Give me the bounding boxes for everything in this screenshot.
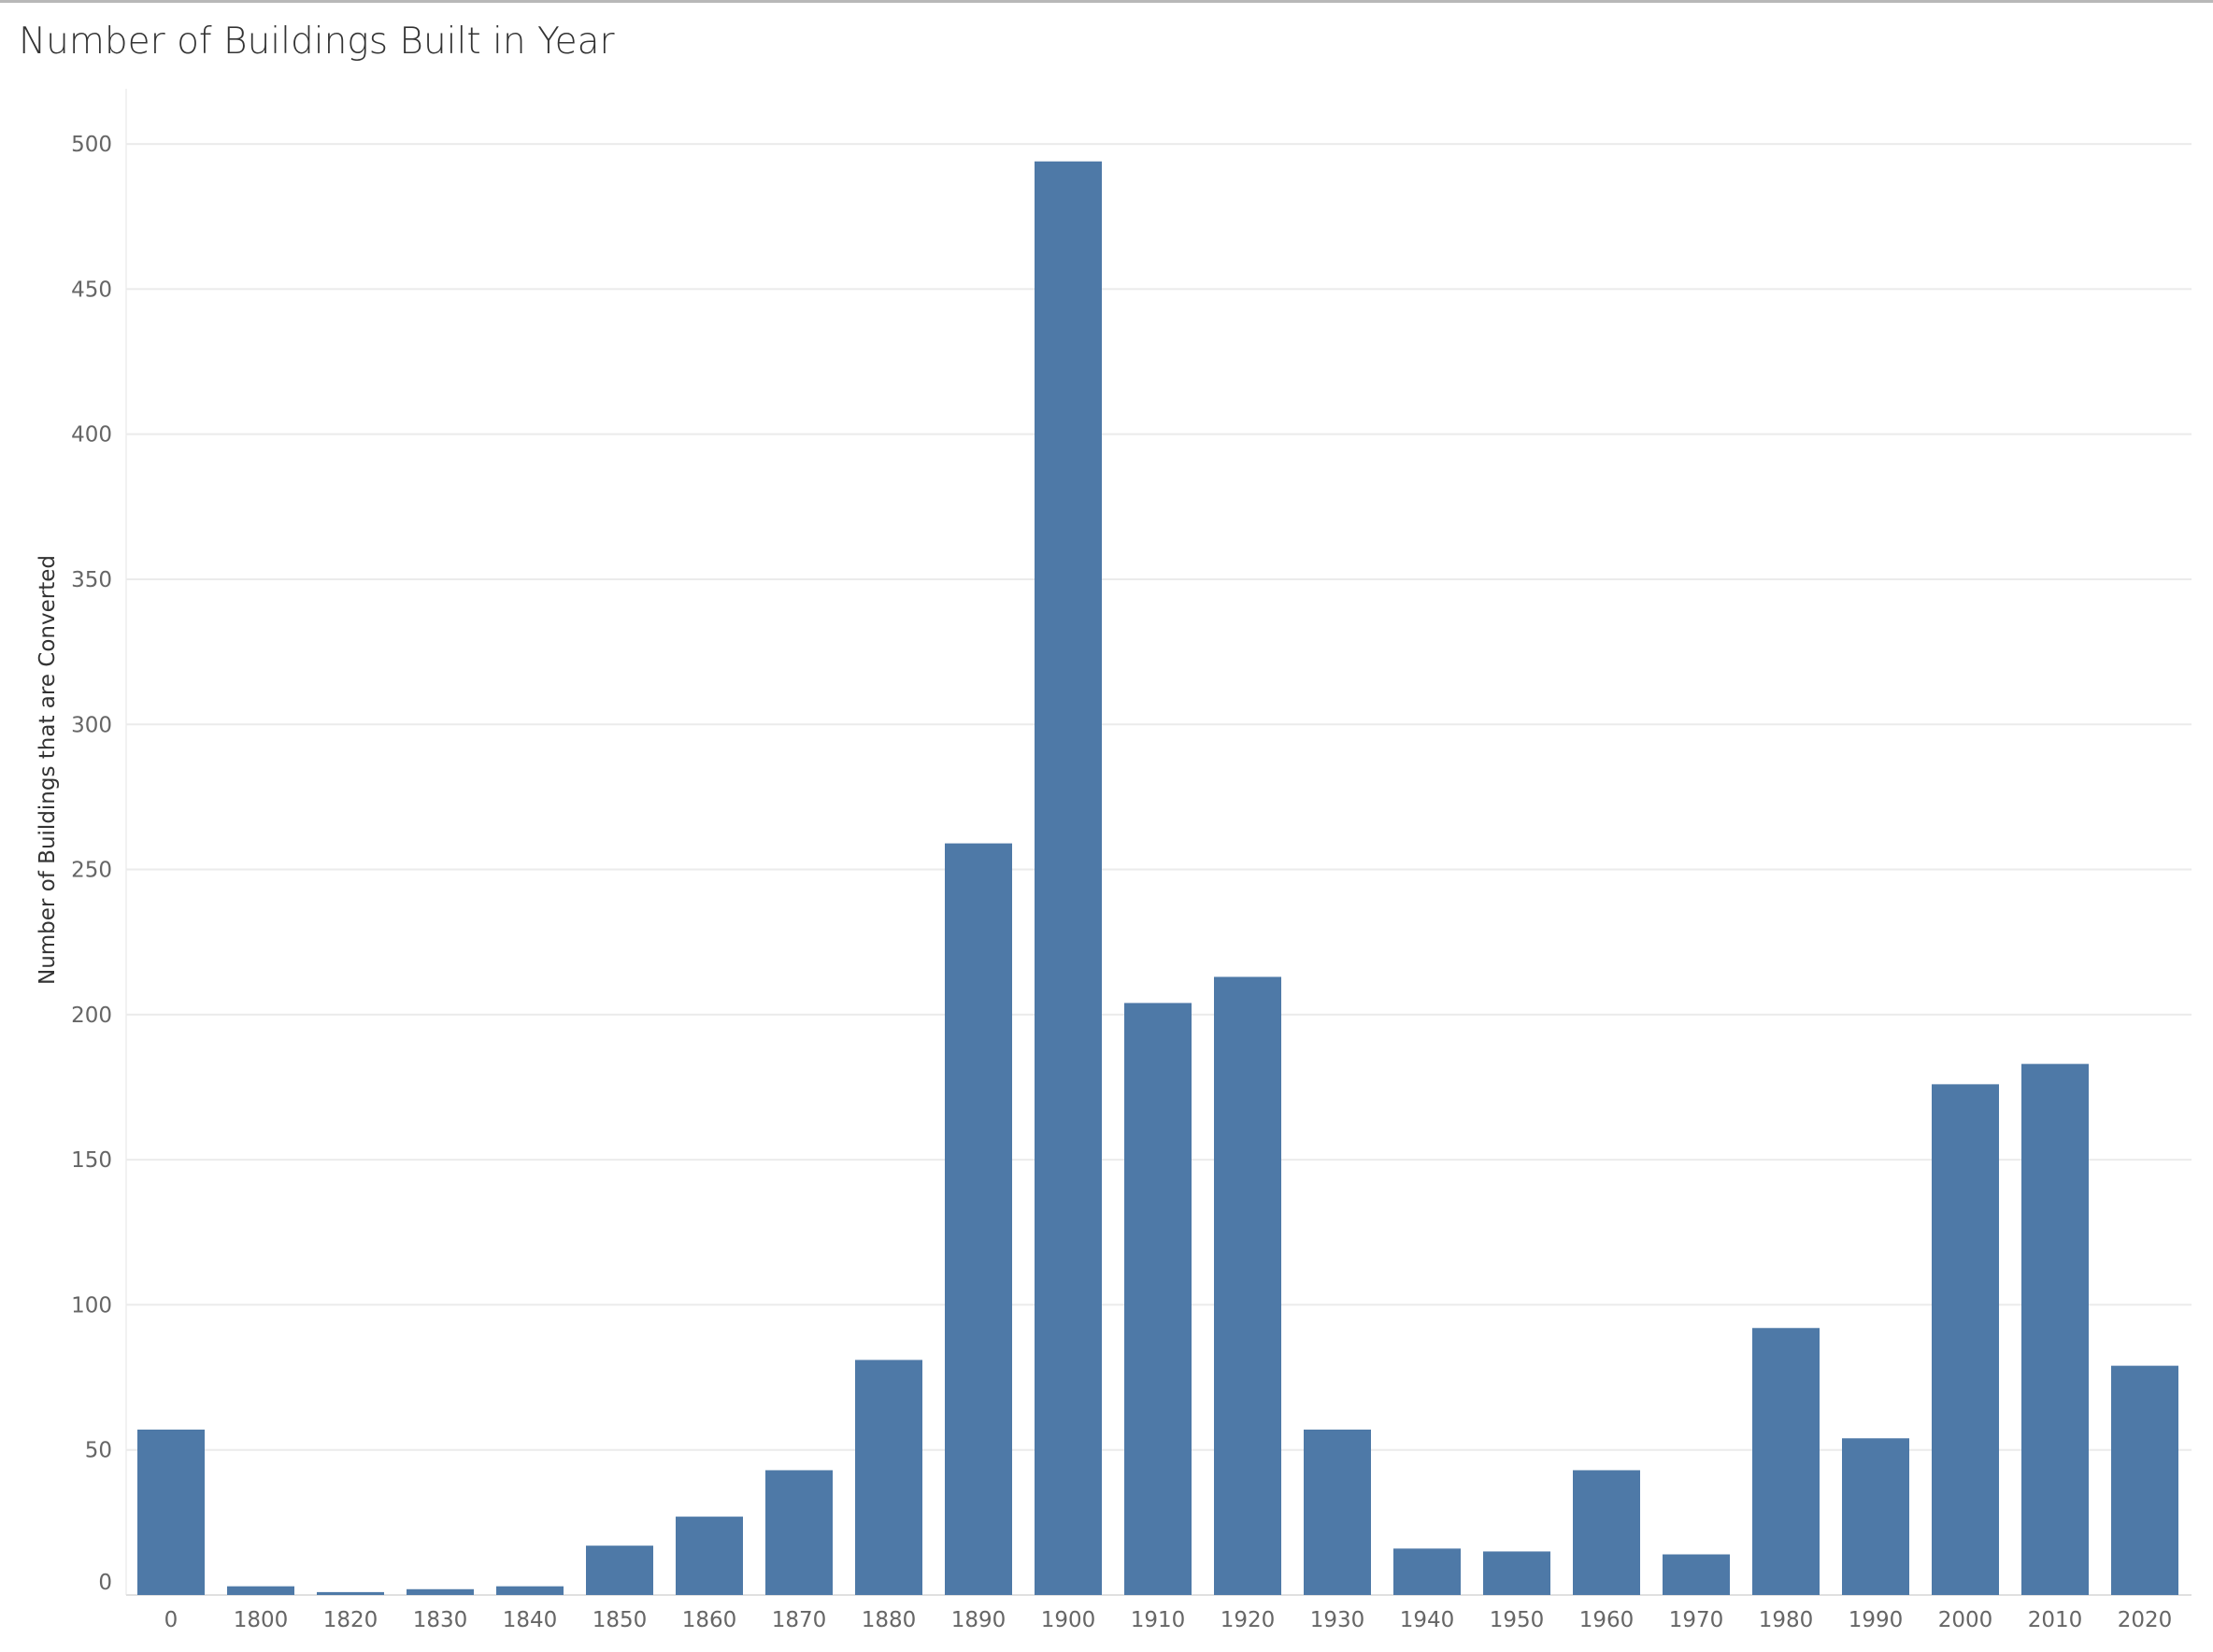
bar-1910	[1124, 1003, 1192, 1595]
bar-1880	[855, 1360, 922, 1595]
x-tick-label: 1890	[951, 1608, 1007, 1632]
x-tick-label: 1980	[1759, 1608, 1814, 1632]
x-tick-label: 1880	[862, 1608, 917, 1632]
y-tick-label: 150	[71, 1148, 112, 1173]
bar-1830	[407, 1588, 474, 1595]
x-tick-label: 1850	[593, 1608, 648, 1632]
x-tick-label: 1830	[413, 1608, 468, 1632]
bar-1890	[945, 843, 1012, 1595]
x-tick-label: 2000	[1938, 1608, 1993, 1632]
x-tick-label: 2020	[2118, 1608, 2173, 1632]
bar-2000	[1932, 1084, 1999, 1595]
bar-1860	[676, 1517, 743, 1595]
y-tick-label: 350	[71, 568, 112, 592]
bar-1870	[765, 1470, 833, 1595]
bar-1920	[1214, 976, 1281, 1595]
y-tick-label: 300	[71, 713, 112, 737]
bars	[137, 161, 2178, 1595]
bar-1850	[586, 1545, 653, 1595]
x-tick-label: 1910	[1131, 1608, 1186, 1632]
x-tick-label: 1820	[323, 1608, 378, 1632]
bar-0	[137, 1429, 205, 1595]
bar-1900	[1035, 161, 1102, 1595]
bar-1820	[317, 1591, 384, 1595]
bar-1800	[227, 1586, 294, 1595]
bar-1990	[1842, 1438, 1909, 1595]
bar-1970	[1663, 1554, 1730, 1595]
y-axis-ticks: 0 50 100 150 200 250 300 350 400 450 500	[71, 133, 112, 1595]
y-tick-label: 200	[71, 1004, 112, 1028]
x-tick-label: 1900	[1041, 1608, 1096, 1632]
y-tick-label: 0	[98, 1571, 112, 1595]
bar-1980	[1752, 1328, 1820, 1595]
x-tick-label: 1840	[503, 1608, 558, 1632]
bar-1940	[1393, 1548, 1461, 1595]
x-tick-label: 1990	[1849, 1608, 1904, 1632]
bar-1960	[1573, 1470, 1640, 1595]
x-tick-label: 1940	[1400, 1608, 1455, 1632]
x-tick-label: 1800	[234, 1608, 289, 1632]
y-tick-label: 50	[85, 1439, 112, 1463]
y-axis-title: Number of Buildings that are Converted	[36, 555, 60, 985]
x-tick-label: 0	[164, 1608, 178, 1632]
x-tick-label: 1960	[1579, 1608, 1635, 1632]
y-tick-label: 100	[71, 1293, 112, 1317]
bar-2010	[2021, 1063, 2089, 1595]
chart-title: Number of Buildings Built in Year	[19, 21, 615, 63]
x-tick-label: 2010	[2028, 1608, 2083, 1632]
y-tick-label: 400	[71, 423, 112, 448]
x-tick-label: 1930	[1310, 1608, 1365, 1632]
bar-1930	[1304, 1429, 1371, 1595]
y-tick-label: 450	[71, 278, 112, 302]
y-tick-label: 500	[71, 133, 112, 157]
bar-1950	[1483, 1551, 1550, 1595]
y-tick-label: 250	[71, 859, 112, 883]
x-tick-label: 1870	[772, 1608, 827, 1632]
bar-1840	[496, 1586, 564, 1595]
x-tick-label: 1860	[682, 1608, 737, 1632]
x-axis-ticks: 0 1800 1820 1830 1840 1850 1860 1870 1880 1890 190…	[164, 1608, 2173, 1632]
x-tick-label: 1970	[1669, 1608, 1724, 1632]
x-tick-label: 1950	[1490, 1608, 1545, 1632]
x-tick-label: 1920	[1221, 1608, 1276, 1632]
top-border	[0, 0, 2213, 3]
bar-2020	[2111, 1365, 2178, 1595]
